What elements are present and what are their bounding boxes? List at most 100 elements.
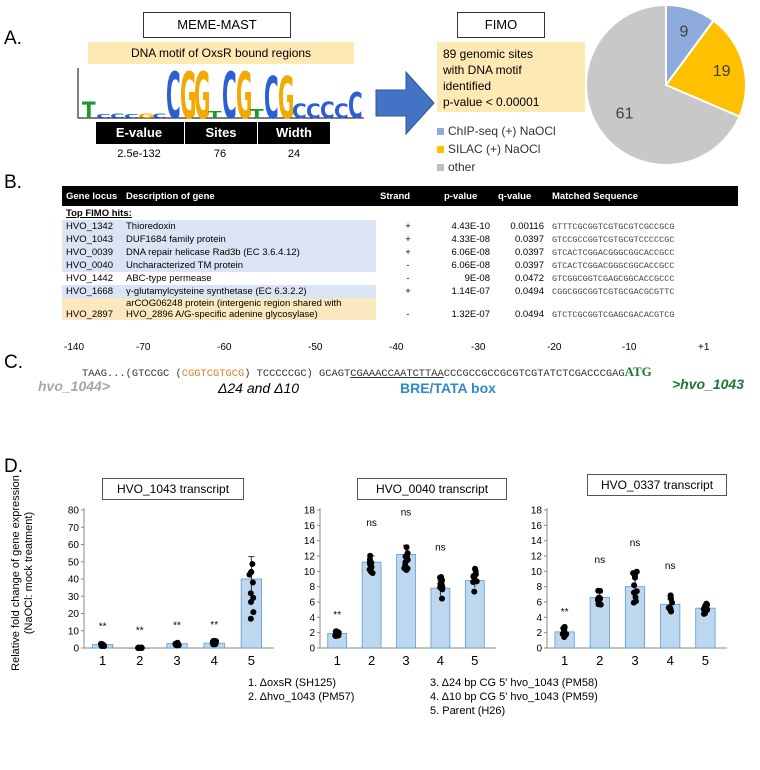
x-tick-label: 5 [248,653,255,668]
pie-slice-label: 19 [713,63,731,80]
col-pvalue: p-value [440,186,494,206]
y-tick-label: 4 [536,613,542,624]
logo-letter: C [292,100,307,122]
seq-cg-2: CG [206,368,220,380]
sequence-cell: GTCTCGCGGTCGAGCGACACGTCG [552,310,675,320]
sequence-cell: GTTTCGCGGTCGTGCGTCGCCGCG [552,221,675,232]
pos-plus1: +1 [698,342,710,353]
y-tick-label: 8 [309,582,315,593]
description-line-1: arCOG06248 protein (intergenic region sh… [126,298,342,309]
logo-letter: C [166,64,181,122]
x-tick-label: 4 [437,653,444,668]
pie-legend: ChIP-seq (+) NaOCl SILAC (+) NaOCl other [437,122,556,176]
y-tick-label: 60 [68,540,80,551]
logo-letter: C [348,85,363,122]
width-header: Width [258,122,330,144]
logo-letter: C [334,100,349,122]
pie-slice-label: 61 [616,105,634,122]
data-point [471,588,478,595]
y-tick-label: 80 [68,506,80,517]
col-gene-locus: Gene locus [62,186,122,206]
seq-end: CCCGCCGCCGCGTCGTATCTCGACCCGAG [443,368,625,380]
y-tick-label: 4 [309,613,315,624]
y-tick-label: 18 [304,506,316,517]
y-tick-label: 0 [309,644,315,655]
pos-minus10: -10 [622,342,637,353]
strain-1: 1. ΔoxsR (SH125) [248,677,337,689]
data-point [402,561,409,568]
significance-label: ns [630,538,641,549]
seq-after: ) TCCCCCGC) GCAGT [244,368,351,380]
y-tick-label: 2 [536,628,542,639]
x-tick-label: 1 [561,653,568,668]
data-point [470,573,477,580]
gene-locus-cell: HVO_1668 [62,285,122,298]
y-tick-label: 40 [68,575,80,586]
y-tick-label: 14 [304,536,316,547]
y-tick-label: 6 [536,598,542,609]
y-tick-label: 2 [309,628,315,639]
seq-cg-1: CG [181,368,195,380]
gene-locus-cell: HVO_0039 [62,246,122,259]
seq-mid-2: T [219,368,226,380]
x-tick-label: 1 [99,653,106,668]
position-ruler: -140 -70 -60 -50 -40 -30 -20 -10 +1 [0,342,760,356]
table-row: HVO_1342 Thioredoxin +4.43E-10 0.00116 GTTTC… [62,220,738,233]
panel-d-label: D. [4,456,23,477]
y-tick-label: 10 [531,567,543,578]
data-point [630,599,637,606]
strand-cell: - [406,260,410,271]
logo-letter: G [278,66,294,122]
significance-label: ns [435,543,446,554]
sites-header: Sites [184,122,257,144]
fimo-line-4: p-value < 0.00001 [443,95,540,109]
x-tick-label: 1 [334,653,341,668]
x-tick-label: 2 [596,653,603,668]
significance-label: ns [665,561,676,572]
logo-letter: T [82,98,96,122]
y-tick-label: 18 [531,506,543,517]
legend-item-other: other [437,158,556,176]
qvalue-cell: 0.0494 [514,309,544,320]
panel-c-label: C. [4,352,23,373]
data-point [404,550,411,557]
pvalue-cell: 4.33E-08 [451,234,490,245]
data-point [561,630,568,637]
pvalue-cell: 9E-08 [464,273,490,284]
x-tick-label: 3 [631,653,638,668]
bre-tata-label: BRE/TATA box [400,380,496,396]
data-point [473,578,480,585]
table-row: HVO_1668 γ-glutamylcysteine synthetase (E… [62,285,738,298]
x-tick-label: 4 [211,653,218,668]
data-point [666,604,673,611]
data-point [247,615,254,622]
data-point [667,592,674,599]
qvalue-cell: 0.0397 [514,247,544,258]
y-tick-label: 14 [531,536,543,547]
sequence-cell: GTCACTCGGACGGGCGGCACCGCC [552,260,675,271]
logo-letter: G [194,64,210,122]
sequence-cell: CGGCGGCGGTCGTGCGACGCGTTC [552,286,675,297]
seq-atg: ATG [624,364,652,379]
chart1-title: HVO_1043 transcript [102,478,244,500]
logo-letter: C [306,100,321,122]
description-cell: DUF1684 family protein [122,233,376,246]
data-point [595,587,602,594]
width-value: 24 [287,148,301,160]
fimo-line-3: identified [443,79,492,93]
x-tick-label: 3 [173,653,180,668]
logo-letter: C [222,64,237,122]
data-point [403,544,410,551]
qvalue-cell: 0.0494 [514,286,544,297]
pos-minus60: -60 [217,342,232,353]
y-tick-label: 6 [309,598,315,609]
deletion-label: Δ24 and Δ10 [218,380,300,396]
strand-cell: + [405,247,411,258]
strain-legend-col2: 3. Δ24 bp CG 5' hvo_1043 (PM58) 4. Δ10 b… [430,676,598,718]
significance-label: ** [173,621,181,632]
pie-chart: 9 19 61 [585,3,747,166]
gene-locus-cell: HVO_1043 [62,233,122,246]
logo-letter: G [180,64,196,122]
data-point [438,581,445,588]
